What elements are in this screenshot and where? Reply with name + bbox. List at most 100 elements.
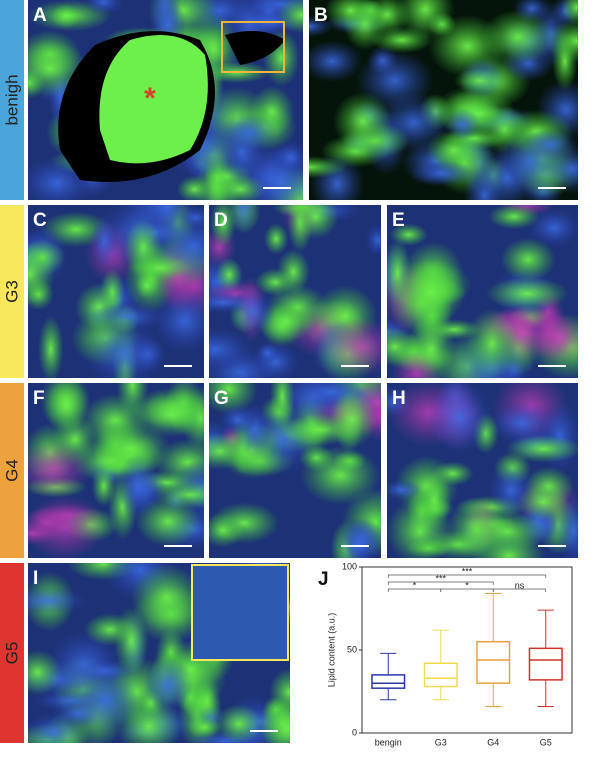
- x-tick-label: G3: [435, 737, 447, 747]
- tissue-blob: [391, 350, 441, 378]
- tissue-blob: [387, 479, 422, 501]
- y-axis-label: Lipid content (a.u.): [326, 613, 336, 688]
- tissue-blob: [38, 315, 64, 378]
- significance-label: *: [413, 580, 417, 590]
- tissue-blob: [540, 144, 578, 194]
- micrograph: [387, 205, 578, 378]
- tissue-blob: [209, 328, 254, 372]
- tissue-blob: [113, 606, 149, 675]
- significance-label: ***: [462, 566, 473, 576]
- row-strip: [0, 205, 24, 378]
- tissue-blob: [465, 308, 519, 378]
- x-tick-label: G4: [487, 737, 499, 747]
- image: [387, 383, 578, 558]
- y-tick-label: 0: [352, 727, 357, 737]
- tissue-blob: [209, 513, 245, 548]
- tissue-blob: [408, 160, 474, 187]
- tissue-blob: [466, 511, 548, 553]
- tissue-blob: [176, 175, 213, 200]
- panel-letter: F: [33, 388, 45, 409]
- row-strip: [0, 383, 24, 558]
- panel-letter: I: [33, 568, 38, 589]
- tissue-blob: [84, 320, 164, 378]
- x-tick-label: bengin: [375, 737, 402, 747]
- tissue-blob: [90, 215, 119, 269]
- image: [28, 205, 204, 378]
- micrograph: [387, 383, 578, 558]
- tissue-blob: [50, 699, 106, 728]
- tissue-blob: [28, 522, 60, 546]
- tissue-blob: [143, 656, 193, 714]
- y-tick-label: 100: [342, 561, 357, 571]
- tissue-blob: [336, 517, 381, 558]
- micrograph: *: [28, 0, 303, 200]
- micrograph: [309, 0, 578, 200]
- tissue-blob: [517, 483, 569, 521]
- tissue-blob: [309, 40, 363, 83]
- tissue-blob: [426, 383, 494, 454]
- tissue-blob: [500, 237, 556, 282]
- image: *: [28, 0, 303, 200]
- micrograph: [28, 383, 204, 558]
- tissue-blob: [272, 141, 303, 174]
- tissue-blob: [463, 165, 506, 200]
- tissue-blob: [321, 317, 381, 376]
- tissue-blob: [210, 205, 236, 248]
- image: [28, 563, 290, 743]
- tissue-blob: [327, 391, 377, 448]
- tissue-blob: [551, 32, 578, 91]
- image: [309, 0, 578, 200]
- panel-letter: A: [33, 5, 47, 26]
- tissue-blob: [365, 224, 381, 256]
- row-strip: [0, 0, 24, 200]
- significance-label: ns: [515, 580, 525, 590]
- tissue-blob: [192, 676, 222, 727]
- box: [371, 674, 406, 689]
- tissue-blob: [333, 91, 393, 152]
- tissue-blob: [481, 9, 555, 65]
- image: [28, 383, 204, 558]
- row-label: benigh: [2, 74, 21, 125]
- tissue-blob: [561, 0, 578, 26]
- panel-letter: C: [33, 210, 47, 231]
- image: [387, 205, 578, 378]
- significance-label: *: [465, 580, 469, 590]
- tissue-blob: [187, 716, 222, 738]
- box: [528, 647, 563, 681]
- tissue-blob: [300, 446, 381, 505]
- panel-letter: D: [214, 210, 228, 231]
- tissue-blob: [152, 288, 204, 353]
- tissue-blob: [263, 223, 289, 255]
- tissue-blob: [50, 3, 81, 29]
- image: [209, 383, 381, 558]
- tissue-blob: [363, 0, 411, 36]
- tissue-blob: [396, 259, 466, 325]
- panel-letter: H: [392, 388, 406, 409]
- tissue-blob: [116, 453, 159, 521]
- secretion: [99, 35, 208, 164]
- micrograph: [209, 383, 381, 558]
- row-strip: [0, 563, 24, 743]
- tissue-blob: [130, 564, 203, 632]
- tissue-blob: [28, 586, 87, 615]
- inset-box: [221, 21, 285, 73]
- tissue-blob: [396, 0, 455, 40]
- panel-letter: J: [318, 569, 329, 590]
- tissue-blob: [276, 249, 311, 295]
- row-label: G3: [2, 280, 21, 303]
- micrograph: [28, 563, 290, 743]
- tissue-blob: [28, 649, 62, 696]
- tissue-blob: [28, 242, 55, 305]
- significance-bracket: [387, 581, 494, 585]
- box: [423, 662, 458, 688]
- asterisk: *: [144, 82, 156, 115]
- tissue-blob: [127, 255, 194, 281]
- tissue-blob: [528, 208, 578, 248]
- tissue-blob: [367, 45, 399, 76]
- row-label: G5: [2, 642, 21, 665]
- tissue-blob: [219, 404, 256, 436]
- image: [209, 205, 381, 378]
- significance-bracket: [387, 574, 547, 578]
- panel-letter: B: [314, 5, 328, 26]
